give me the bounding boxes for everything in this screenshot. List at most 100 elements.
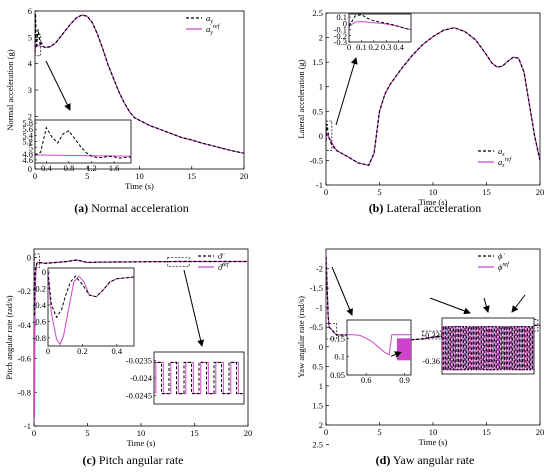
- y-tick-label: -0.5: [310, 155, 323, 165]
- inset-y-tick-label: 0.1: [334, 352, 345, 362]
- inset-series-group: [347, 334, 411, 361]
- inset-x-tick-label: 0.3: [381, 42, 392, 52]
- inset-y-tick-label: 5: [29, 143, 33, 153]
- inset-y-tick-label: 0: [343, 18, 347, 28]
- inset-plot: -0.33 -0.36: [422, 317, 535, 375]
- y-axis-label: Normal acceleration (g): [5, 49, 15, 130]
- x-axis-label: Time (s): [127, 438, 156, 448]
- y-tick-label: -0.6: [18, 354, 31, 364]
- inset-series-reference-cmd: [155, 361, 244, 395]
- y-axis-label: Yaw angular rate (rad/s): [296, 296, 306, 378]
- legend-entry: ϑ̇ref: [218, 261, 230, 272]
- y-tick-label: 0: [27, 252, 31, 262]
- caption-letter: (a): [74, 201, 88, 215]
- y-tick-label: 2: [319, 420, 323, 430]
- inset-y-tick-label: -0.6: [33, 316, 46, 326]
- legend-entry: azref: [498, 156, 512, 169]
- inset-plot: 0 0.1 0.2 0.3 0.4-0.3-0.2-0.100.1: [334, 12, 412, 52]
- inset-plot: 0.6 0.9 0.15 0.1 0.05: [330, 319, 412, 385]
- caption-letter: (c): [83, 453, 96, 467]
- inset-y-tick-label: -0.2: [33, 284, 46, 294]
- inset-series-group: [35, 126, 131, 159]
- inset-x-tick-label: 0: [46, 346, 50, 356]
- inset-plot: 0 0.2 0.4 -0.8 -0.6 -0.4 -0.2 0: [33, 267, 135, 356]
- x-tick-label: 20: [244, 428, 253, 438]
- legend: ϕ̇ϕ̇ref: [478, 251, 510, 272]
- inset-y-tick-label: -0.024: [130, 373, 153, 383]
- inset-x-tick-label: 0.4: [393, 42, 404, 52]
- caption-letter: (b): [369, 201, 384, 215]
- inset-y-tick-label: -0.36: [422, 356, 440, 366]
- inset-oscillation-band: [396, 338, 411, 361]
- x-tick-label: 10: [429, 187, 438, 197]
- x-tick-label: 5: [85, 428, 89, 438]
- x-tick-label: 15: [188, 171, 197, 181]
- series-actual: [35, 13, 244, 154]
- y-tick-label: 0: [28, 164, 32, 174]
- inset-plot: -0.0235 -0.024 -0.0245: [126, 351, 245, 405]
- x-tick-label: 5: [85, 171, 89, 181]
- inset-series-actual: [347, 334, 411, 356]
- inset-y-tick-label: 0.05: [330, 370, 345, 380]
- inset-series-group: [154, 361, 244, 395]
- y-tick-label: -2: [316, 264, 323, 274]
- y-tick-label: 1.5: [312, 57, 323, 67]
- series-group: [35, 13, 244, 154]
- zoom-region-box: [421, 330, 442, 340]
- inset-x-tick-label: 1.6: [109, 163, 120, 173]
- inset-frame: [47, 267, 135, 347]
- legend: ϑ̇ϑ̇ref: [198, 251, 230, 272]
- x-tick-label: 0: [324, 187, 328, 197]
- inset-x-tick-label: 0.4: [41, 163, 52, 173]
- inset-series-actual: [349, 14, 411, 31]
- inset-y-tick-label: -0.4: [33, 300, 47, 310]
- zoom-arrow: [429, 297, 471, 315]
- x-tick-label: 20: [536, 427, 545, 437]
- y-axis-label: Lateral acceleration (g): [296, 59, 306, 138]
- inset-y-tick-label: 0: [42, 267, 46, 277]
- inset-y-tick-label: 0.1: [336, 12, 347, 22]
- x-tick-label: 20: [240, 171, 249, 181]
- x-tick-label: 10: [137, 428, 146, 438]
- inset-series-reference-cmd: [35, 154, 131, 157]
- x-tick-label: 15: [482, 187, 491, 197]
- inset-x-tick-label: 0.6: [361, 375, 372, 385]
- y-tick-label: 2.5: [312, 8, 323, 18]
- zoom-region-box: [33, 253, 40, 268]
- y-tick-label: 1.5: [312, 400, 323, 410]
- y-tick-label: 2.5: [312, 440, 323, 450]
- x-axis-label: Time (s): [125, 181, 154, 191]
- zoom-arrow: [511, 294, 526, 313]
- caption-text: Yaw angular rate: [390, 453, 474, 467]
- legend-entry: ϕ̇: [498, 251, 505, 261]
- y-tick-label: -1: [316, 180, 323, 190]
- y-tick-label: -0.4: [18, 320, 32, 330]
- zoom-arrow: [335, 57, 358, 126]
- inset-x-tick-label: 0.2: [77, 346, 88, 356]
- inset-series-group: [442, 326, 534, 371]
- x-tick-label: 0: [33, 171, 37, 181]
- y-tick-label: 0.5: [312, 106, 323, 116]
- caption: (a) Normal acceleration: [74, 201, 189, 215]
- legend-entry: ϕ̇ref: [498, 261, 510, 272]
- y-tick-label: 2: [28, 111, 32, 121]
- caption-text: Pitch angular rate: [96, 453, 184, 467]
- inset-y-tick-label: -0.0235: [126, 356, 152, 366]
- y-tick-label: 0: [319, 342, 323, 352]
- series-actual: [34, 257, 248, 317]
- inset-y-tick-label: 5.8: [22, 118, 33, 128]
- inset-y-tick-label: 4.6: [22, 155, 33, 165]
- y-tick-label: -1: [316, 303, 323, 313]
- y-tick-label: 5: [28, 32, 32, 42]
- inset-y-tick-label: 5.2: [22, 137, 33, 147]
- y-tick-label: 1: [319, 381, 323, 391]
- inset-y-tick-label: -0.33: [422, 330, 440, 340]
- inset-x-tick-label: 0.8: [64, 163, 75, 173]
- x-tick-label: 20: [536, 187, 545, 197]
- legend-entry: ϑ̇: [218, 251, 225, 261]
- y-tick-label: 3: [28, 85, 32, 95]
